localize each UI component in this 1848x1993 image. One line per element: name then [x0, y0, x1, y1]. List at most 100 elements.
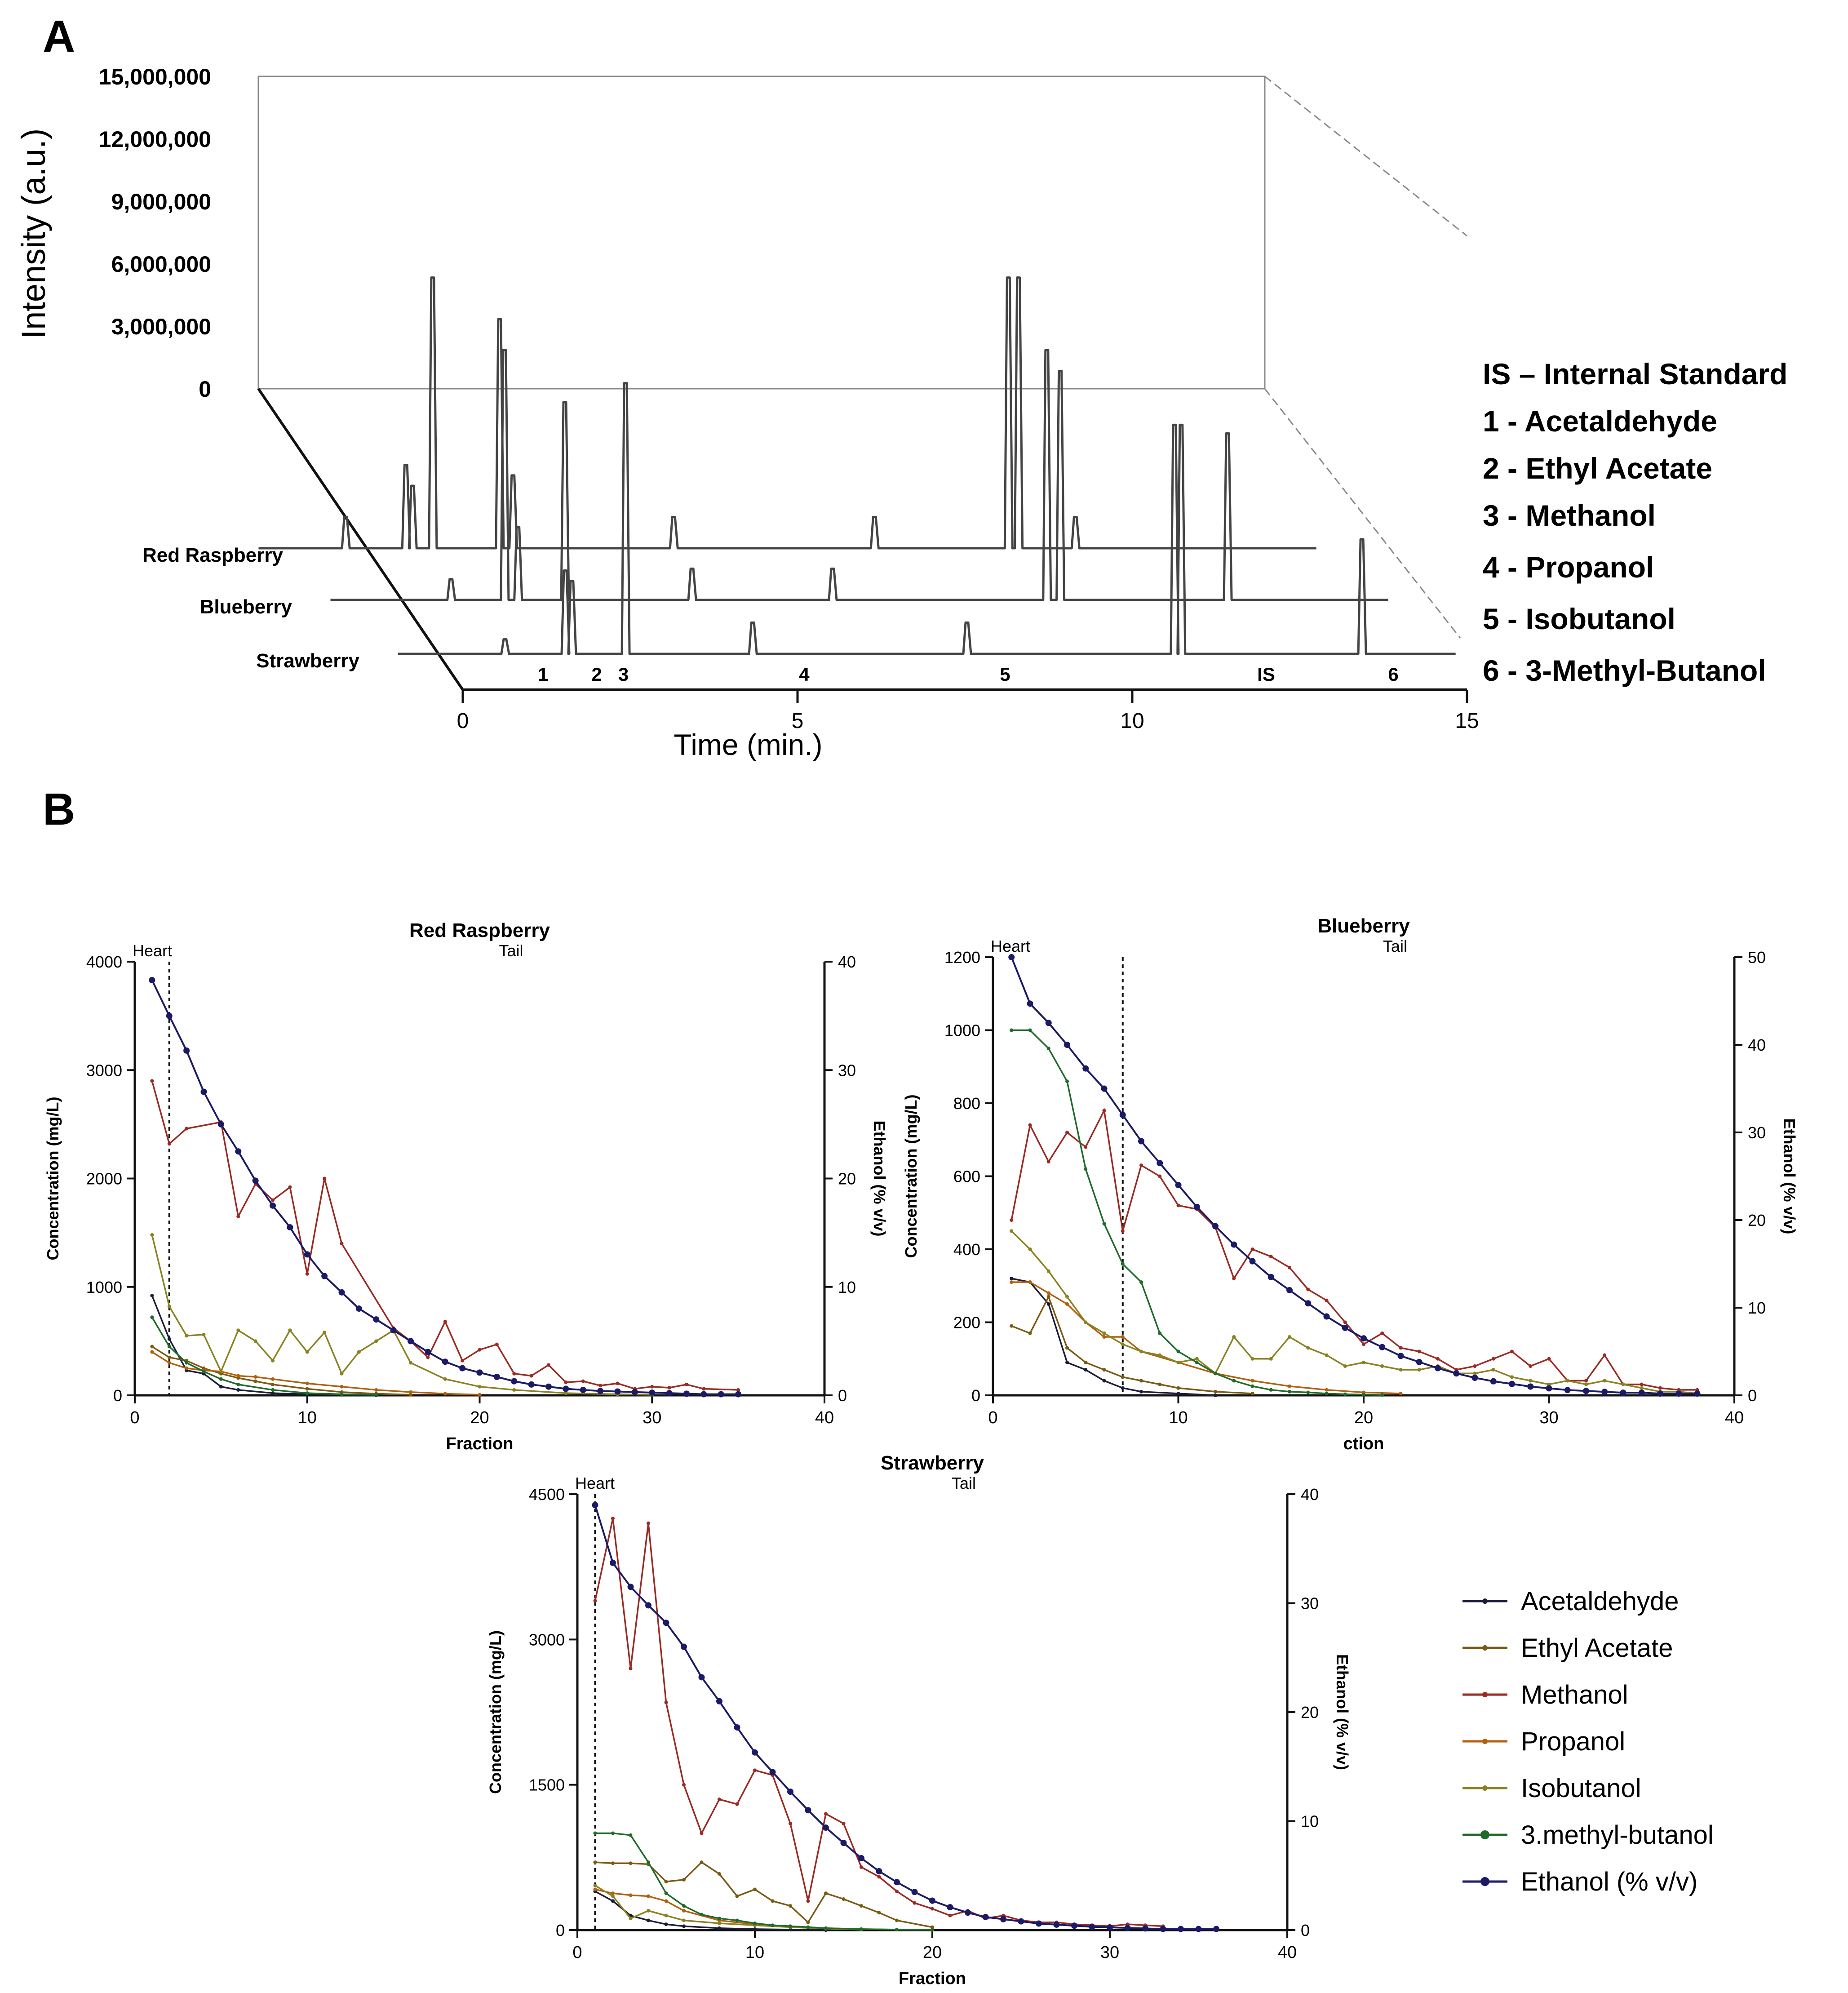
legend-label: Methanol — [1521, 1680, 1628, 1709]
data-point — [1436, 1357, 1440, 1361]
legend-a-item: 4 - Propanol — [1483, 550, 1654, 584]
data-point — [753, 1887, 757, 1891]
legend-marker — [1480, 1830, 1489, 1839]
data-point — [1601, 1389, 1608, 1395]
y2-tick-label: 20 — [1748, 1211, 1766, 1230]
data-point — [1603, 1379, 1607, 1383]
data-point — [965, 1909, 971, 1916]
data-point — [1510, 1349, 1514, 1354]
data-point — [1288, 1389, 1291, 1394]
y-tick-label: 4000 — [86, 953, 122, 971]
data-point — [698, 1674, 705, 1681]
data-point — [982, 1913, 989, 1920]
data-point — [1176, 1349, 1180, 1354]
legend-label: Ethanol (% v/v) — [1521, 1867, 1697, 1896]
data-point — [1010, 1028, 1014, 1032]
series-line — [595, 1832, 933, 1931]
data-point — [1053, 1921, 1060, 1928]
data-point — [735, 1894, 739, 1898]
series-line — [1010, 1108, 1697, 1391]
data-point — [271, 1391, 275, 1395]
data-point — [374, 1339, 378, 1343]
data-point — [650, 1385, 654, 1389]
data-point — [611, 1894, 615, 1898]
y-tick-label: 0 — [556, 1921, 565, 1940]
y-tick-label: 0 — [971, 1386, 980, 1405]
legend-marker — [1482, 1598, 1488, 1604]
data-point — [718, 1798, 721, 1801]
data-point — [1214, 1389, 1217, 1394]
data-point — [771, 1899, 775, 1903]
data-point — [718, 1917, 721, 1921]
legend-label: Acetaldehyde — [1521, 1587, 1679, 1616]
data-point — [1379, 1344, 1386, 1350]
data-point — [611, 1891, 615, 1895]
y-tick-label: 1200 — [944, 948, 980, 967]
data-point — [1084, 1320, 1088, 1324]
data-point — [683, 1390, 690, 1397]
data-point — [150, 1345, 154, 1349]
data-point — [1071, 1922, 1077, 1929]
data-point — [1121, 1375, 1125, 1379]
data-point — [1250, 1384, 1254, 1388]
data-point — [894, 1879, 900, 1886]
data-point — [219, 1369, 223, 1373]
data-point — [1107, 1924, 1113, 1931]
data-point — [929, 1897, 935, 1904]
data-point — [877, 1875, 881, 1879]
data-point — [443, 1319, 447, 1323]
data-point — [1084, 1360, 1088, 1364]
chromatogram-perspective-line — [1264, 75, 1467, 237]
data-point — [1343, 1392, 1347, 1396]
data-point — [1453, 1370, 1460, 1377]
data-point — [1306, 1346, 1310, 1350]
data-point — [1195, 1357, 1199, 1361]
data-point — [1491, 1368, 1495, 1372]
data-point — [1288, 1265, 1291, 1269]
data-point — [1121, 1262, 1125, 1266]
data-point — [895, 1927, 899, 1931]
legend-label: Propanol — [1521, 1727, 1625, 1756]
data-point — [597, 1388, 604, 1394]
data-point — [718, 1391, 724, 1398]
y-tick-label: 600 — [953, 1167, 980, 1186]
chromatogram-trace — [330, 349, 1388, 601]
data-point — [1176, 1360, 1180, 1364]
data-point — [753, 1768, 757, 1772]
data-point — [271, 1198, 275, 1202]
data-point — [1232, 1379, 1236, 1383]
data-point — [1214, 1394, 1217, 1397]
data-point — [1362, 1360, 1365, 1364]
data-point — [1529, 1379, 1533, 1383]
data-point — [1065, 1302, 1069, 1306]
x-tick-label: 40 — [815, 1408, 834, 1427]
chart-title: Red Raspberry — [409, 919, 550, 941]
data-point — [1638, 1389, 1645, 1396]
data-point — [1176, 1203, 1180, 1207]
x-tick-label: 40 — [1278, 1943, 1297, 1962]
data-point — [373, 1316, 380, 1323]
data-point — [629, 1893, 633, 1897]
y2-axis-label: Ethanol (% v/v) — [870, 1120, 889, 1236]
data-point — [1139, 1389, 1143, 1394]
data-point — [1286, 1287, 1293, 1293]
data-point — [1065, 1131, 1069, 1134]
data-point — [593, 1887, 597, 1891]
data-point — [1214, 1372, 1217, 1376]
data-point — [842, 1821, 846, 1825]
data-point — [564, 1380, 568, 1385]
data-point — [876, 1868, 882, 1875]
y2-tick-label: 30 — [1301, 1594, 1319, 1613]
data-point — [1138, 1138, 1144, 1145]
x-tick-label: 0 — [988, 1408, 997, 1427]
legend-label: 3.methyl-butanol — [1521, 1820, 1714, 1850]
data-point — [512, 1388, 516, 1392]
data-point — [1176, 1386, 1180, 1390]
data-point — [305, 1381, 309, 1385]
data-point — [1658, 1386, 1662, 1390]
data-point — [1119, 1112, 1126, 1118]
trace-label: Red Raspberry — [142, 544, 284, 566]
data-point — [564, 1391, 568, 1395]
y-axis-label: Concentration (mg/L) — [902, 1095, 920, 1258]
